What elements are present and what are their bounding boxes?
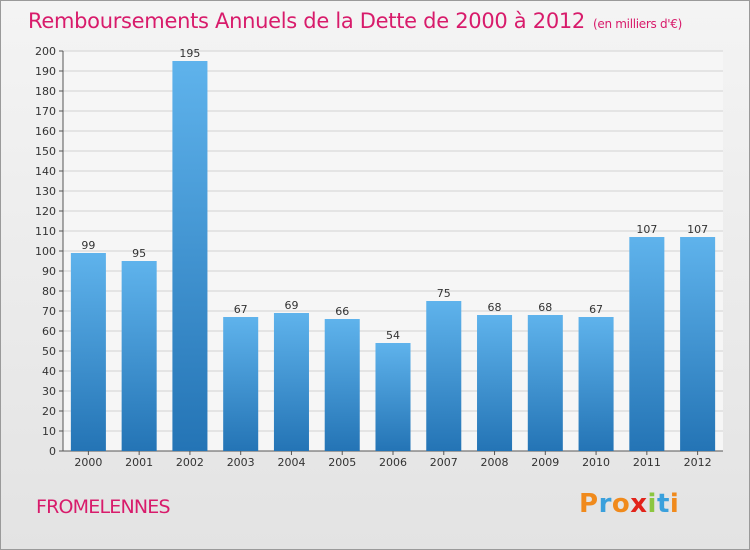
chart-subtitle: (en milliers d'€) [593,17,683,31]
bar-value-label: 75 [437,287,451,300]
bar-value-label: 69 [284,299,298,312]
y-tick-label: 140 [35,165,56,178]
bar [426,301,462,451]
x-tick-label: 2009 [531,456,559,469]
bar-value-label: 95 [132,247,146,260]
y-tick-label: 150 [35,145,56,158]
logo-letter: o [611,489,631,519]
logo-letter: P [579,489,599,519]
chart-title: Remboursements Annuels de la Dette de 20… [28,9,682,33]
y-tick-label: 40 [42,365,56,378]
y-tick-label: 110 [35,225,56,238]
x-tick-label: 2012 [684,456,712,469]
logo-letter: i [669,489,680,519]
bar-value-label: 67 [234,303,248,316]
bar [273,313,309,451]
y-tick-label: 170 [35,105,56,118]
x-tick-label: 2010 [582,456,610,469]
chart-title-text: Remboursements Annuels de la Dette de 20… [28,9,585,33]
bar-value-label: 54 [386,329,400,342]
y-tick-label: 90 [42,265,56,278]
y-tick-label: 190 [35,65,56,78]
x-tick-label: 2002 [176,456,204,469]
x-tick-label: 2008 [481,456,509,469]
logo-letter: t [656,489,670,519]
x-tick-label: 2003 [227,456,255,469]
bar [121,261,157,451]
x-tick-label: 2001 [125,456,153,469]
bar [680,237,716,451]
x-tick-label: 2011 [633,456,661,469]
x-tick-label: 2005 [328,456,356,469]
y-tick-label: 20 [42,405,56,418]
y-tick-label: 120 [35,205,56,218]
y-tick-label: 160 [35,125,56,138]
y-tick-label: 30 [42,385,56,398]
y-tick-label: 10 [42,425,56,438]
logo-letter: r [598,489,612,519]
y-tick-label: 130 [35,185,56,198]
bar-value-label: 107 [636,223,657,236]
x-tick-label: 2000 [74,456,102,469]
logo-letter: x [630,489,648,519]
y-tick-label: 80 [42,285,56,298]
bar-value-label: 99 [81,239,95,252]
bar [477,315,513,451]
bar [223,317,259,451]
bar [172,61,208,451]
town-name: FROMELENNES [36,496,171,518]
bar [527,315,563,451]
y-tick-label: 50 [42,345,56,358]
bar-value-label: 107 [687,223,708,236]
bar [375,343,411,451]
y-tick-label: 60 [42,325,56,338]
bar [578,317,614,451]
bar-value-label: 68 [538,301,552,314]
logo-letter: i [647,489,657,519]
x-tick-label: 2007 [430,456,458,469]
bar-value-label: 195 [179,47,200,60]
bar-value-label: 66 [335,305,349,318]
y-tick-label: 0 [49,445,56,458]
x-tick-label: 2004 [277,456,305,469]
x-tick-label: 2006 [379,456,407,469]
y-tick-label: 100 [35,245,56,258]
y-tick-label: 70 [42,305,56,318]
bar-value-label: 68 [488,301,502,314]
bar [629,237,665,451]
y-tick-label: 180 [35,85,56,98]
y-tick-label: 200 [35,45,56,58]
bar-value-label: 67 [589,303,603,316]
bar [324,319,360,451]
proxiti-logo: Proxiti [579,489,679,519]
bar [70,253,106,451]
